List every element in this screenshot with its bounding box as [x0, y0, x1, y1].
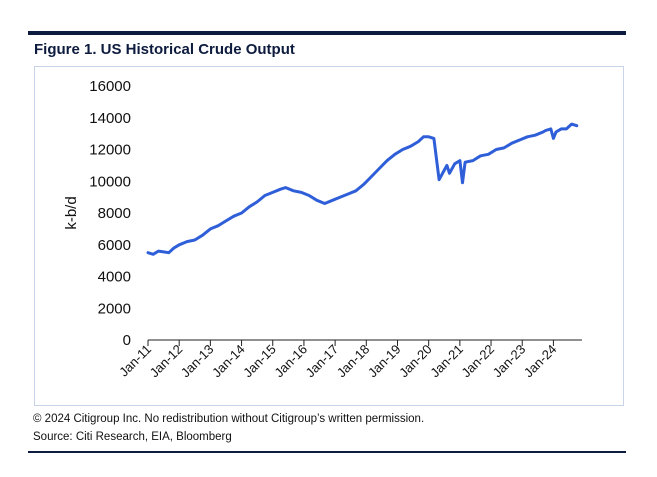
x-tick-label: Jan-13	[178, 342, 217, 381]
x-tick-label: Jan-23	[490, 342, 529, 381]
x-tick-label: Jan-20	[396, 342, 435, 381]
y-tick-label: 10000	[89, 173, 131, 190]
x-tick-label: Jan-15	[240, 342, 279, 381]
bottom-rule	[28, 451, 626, 453]
x-tick-label: Jan-19	[365, 342, 404, 381]
top-rule	[28, 31, 626, 35]
line-chart: 0 2000 4000 6000 8000 10000 12000 14000 16000 k-b…	[63, 78, 582, 381]
x-tick-label: Jan-18	[334, 342, 373, 381]
y-tick-label: 16000	[89, 78, 131, 95]
x-tick-label: Jan-17	[303, 342, 342, 381]
y-tick-label: 8000	[98, 205, 131, 222]
plot-frame	[34, 66, 624, 406]
y-tick-label: 14000	[89, 110, 131, 127]
y-tick-label: 4000	[98, 269, 131, 286]
y-tick-label: 2000	[98, 300, 131, 317]
x-tick-label: Jan-14	[209, 342, 248, 381]
y-axis-title: k-b/d	[63, 196, 80, 229]
y-tick-label: 6000	[98, 237, 131, 254]
x-tick-label: Jan-24	[521, 342, 560, 381]
x-tick-label: Jan-21	[427, 342, 466, 381]
y-tick-label: 0	[123, 332, 131, 349]
x-tick-label: Jan-22	[458, 342, 497, 381]
source-note: Source: Citi Research, EIA, Bloomberg	[33, 431, 232, 443]
y-tick-label: 12000	[89, 142, 131, 159]
figure-title: Figure 1. US Historical Crude Output	[34, 41, 295, 58]
copyright-note: © 2024 Citigroup Inc. No redistribution …	[33, 413, 425, 425]
x-tick-label: Jan-16	[271, 342, 310, 381]
series-line-crude-output	[146, 122, 579, 256]
x-tick-label: Jan-12	[147, 342, 186, 381]
